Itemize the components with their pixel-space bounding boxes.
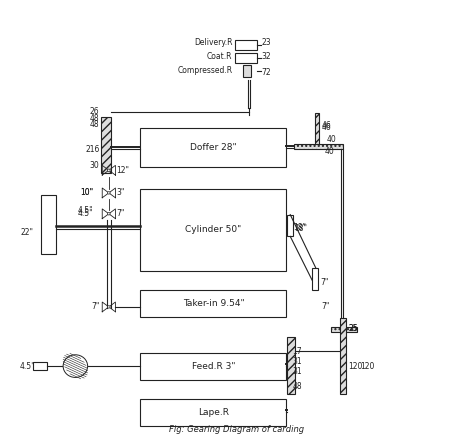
- Text: 25: 25: [348, 324, 358, 333]
- Circle shape: [108, 169, 110, 171]
- Text: 10": 10": [80, 188, 93, 198]
- Text: 25: 25: [348, 324, 358, 333]
- Text: Cylinder 50": Cylinder 50": [185, 226, 242, 234]
- Bar: [331, 327, 357, 332]
- Bar: [287, 337, 295, 394]
- Text: 120: 120: [360, 362, 375, 371]
- Text: 10": 10": [80, 188, 93, 198]
- Text: 12": 12": [117, 166, 129, 175]
- Text: 4.5": 4.5": [78, 206, 93, 215]
- Text: 46: 46: [322, 123, 332, 132]
- Bar: [140, 399, 286, 426]
- Text: 26: 26: [90, 106, 100, 116]
- Text: 18": 18": [294, 224, 308, 233]
- Circle shape: [108, 212, 110, 215]
- Text: Doffer 28": Doffer 28": [190, 143, 237, 152]
- Circle shape: [63, 355, 88, 378]
- Bar: [340, 318, 346, 394]
- Text: 30: 30: [90, 161, 100, 170]
- Text: Coat.R: Coat.R: [207, 52, 232, 61]
- Bar: [41, 195, 55, 254]
- Bar: [293, 144, 343, 149]
- Text: 48: 48: [292, 382, 302, 391]
- Bar: [235, 40, 257, 50]
- Text: 216: 216: [85, 145, 100, 154]
- Text: 31: 31: [292, 357, 302, 366]
- Text: 40: 40: [324, 147, 334, 156]
- Text: 7": 7": [91, 302, 100, 311]
- Bar: [235, 53, 257, 63]
- Text: 48: 48: [90, 113, 100, 123]
- Text: 3": 3": [117, 188, 125, 198]
- Bar: [243, 65, 251, 77]
- Bar: [287, 215, 293, 237]
- Text: 18": 18": [293, 223, 307, 232]
- Text: 46: 46: [322, 121, 332, 130]
- Text: Lape.R: Lape.R: [198, 408, 229, 417]
- Bar: [34, 362, 46, 370]
- Bar: [140, 128, 286, 167]
- Text: Feed.R 3": Feed.R 3": [191, 362, 235, 371]
- Text: 7": 7": [322, 301, 330, 311]
- Circle shape: [108, 306, 110, 308]
- Text: 22": 22": [20, 228, 33, 237]
- Text: 31: 31: [292, 367, 302, 376]
- Text: 72: 72: [262, 68, 271, 77]
- Circle shape: [108, 192, 110, 194]
- Text: 17: 17: [292, 347, 302, 356]
- Text: Delivery.R: Delivery.R: [194, 38, 232, 47]
- Bar: [140, 290, 286, 317]
- Bar: [101, 117, 111, 173]
- Text: 120: 120: [348, 362, 363, 371]
- Text: 23: 23: [262, 38, 271, 47]
- Text: Taker-in 9.54": Taker-in 9.54": [182, 299, 244, 308]
- Bar: [140, 353, 286, 380]
- Text: 40: 40: [327, 135, 336, 144]
- Text: 7": 7": [117, 209, 125, 218]
- Text: 32: 32: [262, 52, 271, 61]
- Text: 48: 48: [90, 120, 100, 129]
- Bar: [315, 113, 319, 146]
- Text: 4.5": 4.5": [19, 362, 35, 371]
- Bar: [312, 268, 318, 290]
- Text: Fig: Gearing Diagram of carding: Fig: Gearing Diagram of carding: [169, 425, 305, 434]
- Text: Compressed.R: Compressed.R: [177, 66, 232, 74]
- Bar: [140, 188, 286, 271]
- Text: 7": 7": [320, 278, 328, 286]
- Text: 4.5": 4.5": [78, 209, 93, 218]
